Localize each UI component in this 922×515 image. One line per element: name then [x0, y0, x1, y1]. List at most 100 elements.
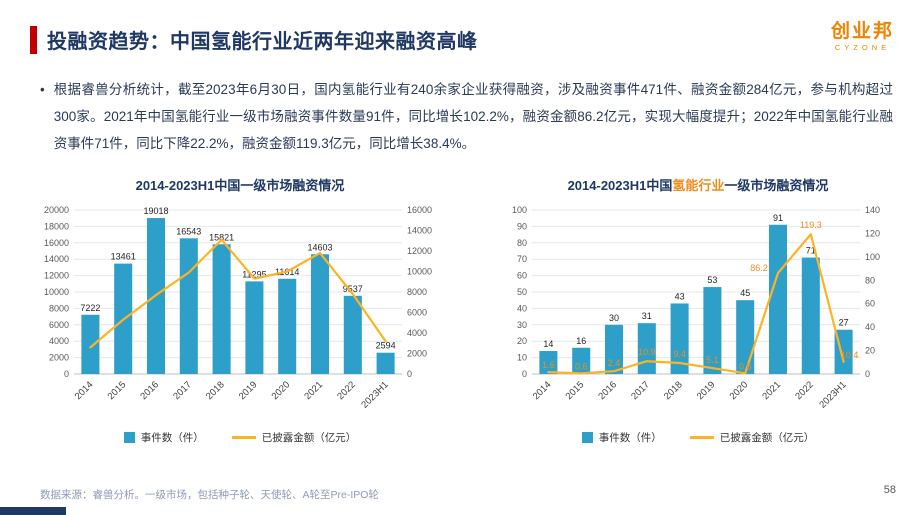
svg-text:10000: 10000 [44, 287, 69, 297]
svg-text:31: 31 [642, 311, 652, 321]
legend-line-swatch [231, 436, 256, 439]
svg-text:90: 90 [517, 221, 527, 231]
svg-text:12000: 12000 [407, 246, 432, 256]
chart-legend: 事件数（件） 已披露金额（亿元） [28, 430, 452, 445]
svg-text:6000: 6000 [49, 320, 69, 330]
legend-item-events: 事件数（件） [123, 430, 204, 445]
svg-text:2015: 2015 [564, 379, 587, 402]
svg-text:0.6: 0.6 [575, 361, 588, 371]
svg-text:19018: 19018 [143, 206, 168, 216]
svg-text:80: 80 [517, 238, 527, 248]
svg-text:50: 50 [517, 287, 527, 297]
svg-text:2019: 2019 [695, 379, 718, 402]
svg-text:119.3: 119.3 [800, 220, 822, 230]
svg-text:4000: 4000 [49, 336, 69, 346]
svg-text:91: 91 [773, 213, 783, 223]
hydrogen-market-combo-chart: 0102030405060708090100020406080100120140… [512, 205, 880, 411]
svg-text:0.6: 0.6 [739, 361, 752, 371]
svg-text:43: 43 [675, 291, 685, 301]
svg-text:2021: 2021 [302, 379, 325, 402]
svg-text:0: 0 [865, 369, 870, 379]
brand-logo-tagline: CYZONE [834, 43, 891, 52]
svg-text:6000: 6000 [407, 308, 427, 318]
svg-text:2015: 2015 [106, 379, 129, 402]
chart-title-text: 一级市场融资情况 [724, 178, 829, 193]
svg-text:16543: 16543 [176, 226, 201, 236]
legend-item-events: 事件数（件） [581, 430, 662, 445]
legend-bar-swatch [581, 432, 593, 443]
svg-text:0: 0 [522, 369, 527, 379]
svg-text:2020: 2020 [728, 379, 751, 402]
bullet-point: • 根据睿兽分析统计，截至2023年6月30日，国内氢能行业有240余家企业获得… [40, 76, 893, 157]
brand-logo: 创业邦 CYZONE [831, 21, 894, 52]
svg-text:20: 20 [865, 346, 875, 356]
svg-text:14603: 14603 [307, 242, 332, 252]
svg-text:20000: 20000 [44, 205, 69, 215]
svg-text:20: 20 [517, 336, 527, 346]
svg-text:16: 16 [576, 336, 586, 346]
svg-text:10: 10 [517, 353, 527, 363]
legend-bar-swatch [123, 432, 135, 443]
bottom-accent-bar [0, 507, 66, 515]
svg-text:2.4: 2.4 [608, 358, 621, 368]
chart-primary-market: 2014-2023H1中国一级市场融资情况 0 2000 4000 6000 8000 1… [28, 176, 452, 445]
svg-text:2023H1: 2023H1 [359, 379, 390, 410]
svg-text:15821: 15821 [209, 232, 234, 242]
svg-text:8000: 8000 [49, 303, 69, 313]
svg-text:13461: 13461 [111, 252, 136, 262]
svg-text:18000: 18000 [44, 221, 69, 231]
svg-text:100: 100 [865, 252, 880, 262]
svg-text:40: 40 [865, 322, 875, 332]
svg-text:8000: 8000 [407, 287, 427, 297]
svg-text:9.4: 9.4 [673, 349, 686, 359]
svg-text:140: 140 [865, 205, 880, 215]
svg-text:2017: 2017 [629, 379, 652, 402]
title-accent-bar [30, 26, 37, 54]
chart-title-primary-market: 2014-2023H1中国一级市场融资情况 [28, 176, 452, 196]
svg-text:2022: 2022 [335, 379, 358, 402]
legend-item-amount: 已披露金额（亿元） [231, 430, 356, 445]
svg-text:120: 120 [865, 228, 880, 238]
svg-text:14000: 14000 [407, 226, 432, 236]
page-title: 投融资趋势：中国氢能行业近两年迎来融资高峰 [47, 31, 478, 53]
svg-text:2018: 2018 [204, 379, 227, 402]
legend-label: 已披露金额（亿元） [719, 432, 815, 444]
chart-title-text: 2014-2023H1中国 [567, 178, 673, 193]
svg-text:30: 30 [517, 320, 527, 330]
svg-text:4000: 4000 [407, 328, 427, 338]
legend-line-swatch [689, 436, 714, 439]
svg-text:2021: 2021 [760, 379, 783, 402]
svg-text:2000: 2000 [407, 349, 427, 359]
svg-text:30: 30 [609, 313, 619, 323]
svg-text:9537: 9537 [343, 284, 363, 294]
svg-text:2017: 2017 [171, 379, 194, 402]
svg-text:60: 60 [865, 299, 875, 309]
svg-text:2016: 2016 [138, 379, 161, 402]
chart-title-text: 2014-2023H1中国一级市场融资情况 [135, 178, 345, 193]
svg-text:16000: 16000 [44, 238, 69, 248]
svg-text:0: 0 [407, 369, 412, 379]
svg-text:45: 45 [740, 288, 750, 298]
svg-text:16000: 16000 [407, 205, 432, 215]
svg-text:2018: 2018 [662, 379, 685, 402]
chart-title-highlight: 氢能行业 [672, 178, 725, 193]
svg-text:100: 100 [512, 205, 527, 215]
svg-text:10000: 10000 [407, 267, 432, 277]
legend-label: 事件数（件） [598, 432, 662, 444]
data-source-note: 数据来源：睿兽分析。一级市场，包括种子轮、天使轮、A轮至Pre-IPO轮 [40, 489, 379, 501]
svg-text:71: 71 [806, 246, 816, 256]
svg-text:40: 40 [517, 303, 527, 313]
svg-text:80: 80 [865, 275, 875, 285]
svg-text:27: 27 [839, 318, 849, 328]
svg-text:2023H1: 2023H1 [817, 379, 848, 410]
svg-text:14: 14 [543, 339, 553, 349]
svg-text:10.9: 10.9 [638, 347, 656, 357]
svg-text:11295: 11295 [242, 269, 266, 279]
svg-text:7222: 7222 [80, 303, 100, 313]
page-number: 58 [883, 484, 896, 496]
svg-text:70: 70 [517, 254, 527, 264]
brand-logo-name: 创业邦 [830, 21, 894, 42]
chart-legend: 事件数（件） 已披露金额（亿元） [486, 430, 910, 445]
svg-text:2000: 2000 [49, 353, 69, 363]
